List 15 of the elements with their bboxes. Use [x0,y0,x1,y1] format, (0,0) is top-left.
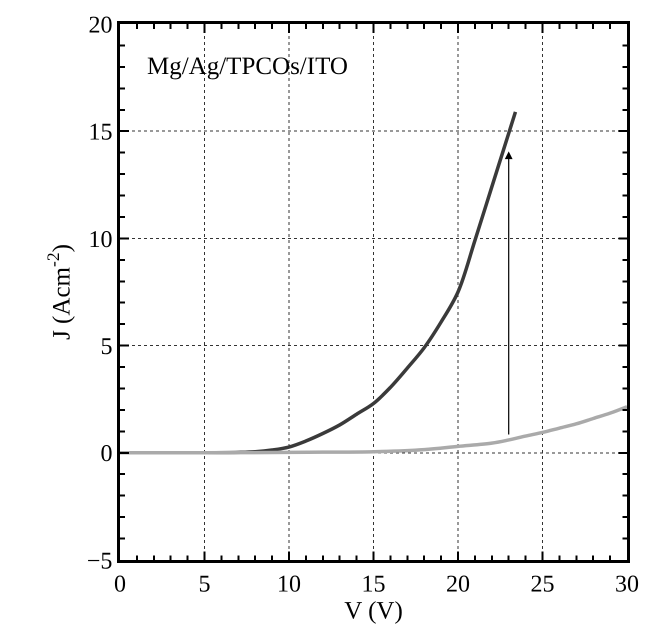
x-tick-label: 5 [198,572,210,598]
y-tick-label: 15 [88,120,112,146]
annotation: Mg/Ag/TPCOs/ITO [147,53,348,80]
y-tick-label: 5 [100,334,112,360]
y-tick-label: 0 [100,441,112,468]
x-tick-label: 20 [446,572,470,598]
x-tick-label: 30 [615,572,639,598]
x-tick-label: 25 [530,572,554,598]
y-tick-label: 20 [88,12,112,38]
x-tick-label: 15 [362,572,386,598]
y-tick-label: 10 [88,226,112,253]
x-tick-label: 10 [277,572,301,598]
x-axis-title: V (V) [344,598,403,625]
y-tick-label: −5 [86,548,112,574]
line-series [120,404,627,455]
